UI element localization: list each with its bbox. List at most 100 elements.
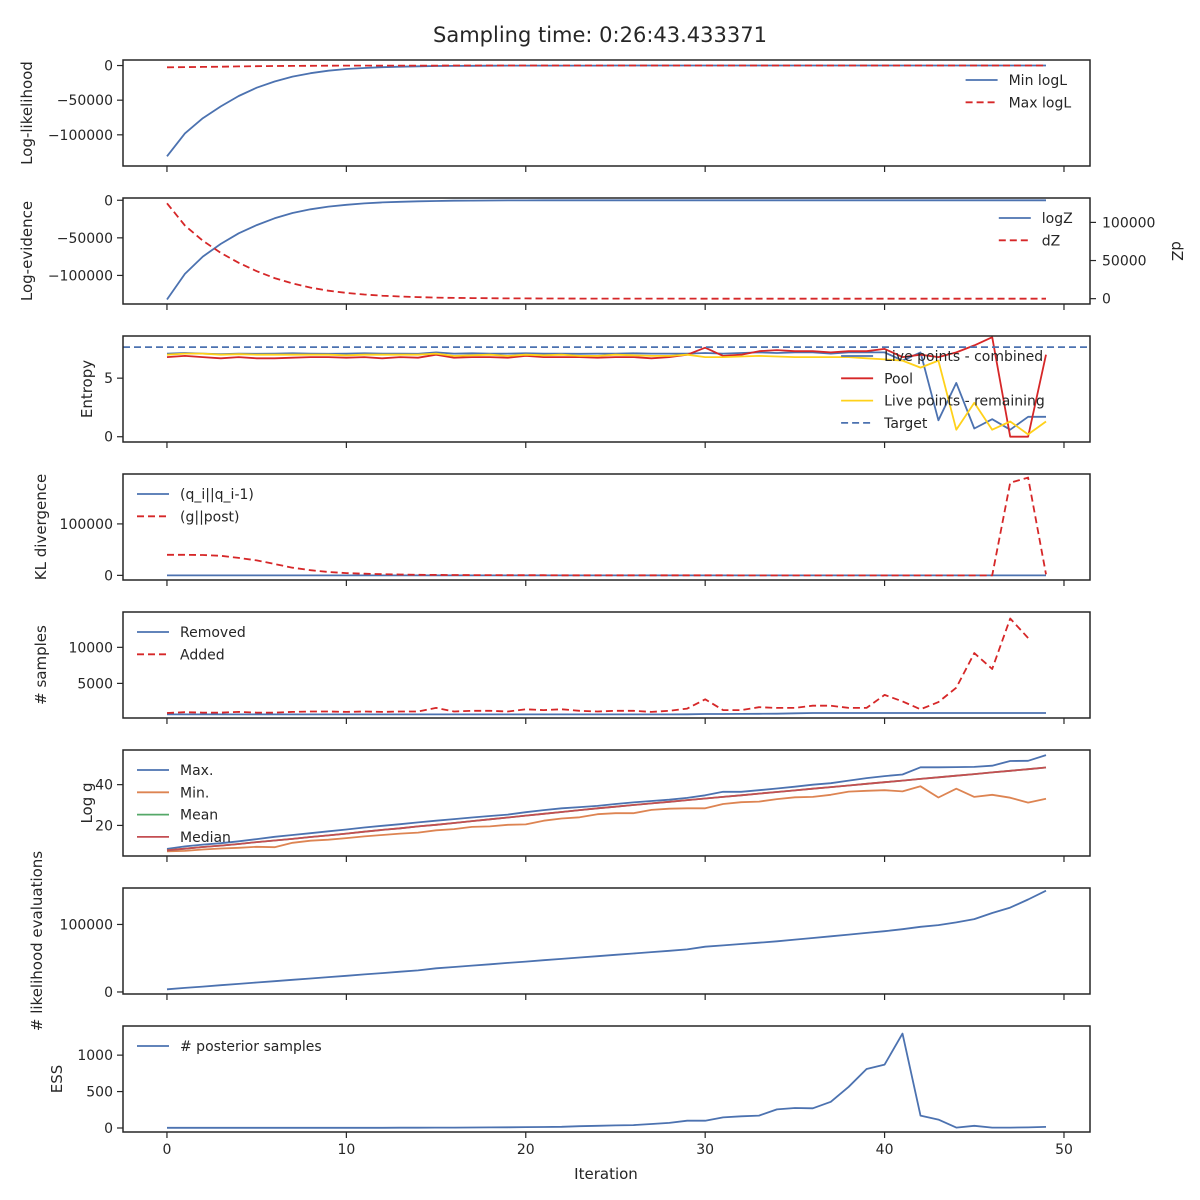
y-tick-label: 0 [104, 568, 113, 584]
x-tick-label: 50 [1055, 1142, 1073, 1158]
y-tick-label: 40 [95, 778, 113, 794]
series-line [166, 766, 1047, 852]
series-group [166, 336, 1047, 438]
panel-2: 0 −50000 −100000 0 50000 100000 dZ Log-evidence… [18, 193, 1186, 310]
legend-label: Added [180, 647, 225, 663]
y-tick-label: 5000 [77, 676, 113, 692]
legend-label: Max logL [1009, 95, 1072, 111]
figure-title: Sampling time: 0:26:43.433371 [433, 23, 767, 47]
x-tick-label: 0 [162, 1142, 171, 1158]
y-tick-label: 0 [104, 1121, 113, 1137]
y-tick-label: −100000 [48, 128, 113, 144]
axes-frame [122, 59, 1091, 167]
series-line [167, 1032, 1047, 1129]
y-tick-label: 0 [104, 985, 113, 1001]
panels-group: 0 −50000 −100000 Log-likelihood Min logL Max … [18, 59, 1186, 1158]
series-line [166, 64, 1046, 157]
y-tick-label: 5 [104, 371, 113, 387]
axes-frame [122, 749, 1091, 857]
panel-5: 5000 10000 # samples Removed Added [32, 611, 1091, 724]
axes-frame [122, 611, 1091, 719]
axes-frame [122, 887, 1091, 995]
legend-label: Live points - combined [884, 349, 1043, 365]
axes-frame [122, 473, 1091, 581]
legend-label: logZ [1042, 211, 1073, 227]
y-tick-label: 1000 [77, 1048, 113, 1064]
panel-4: 0 100000 KL divergence (q_i||q_i-1) (g||post… [32, 473, 1091, 586]
series-group [166, 617, 1046, 716]
y-tick-label: 0 [104, 59, 113, 75]
y-axis-label: # likelihood evaluations [28, 851, 46, 1031]
y-tick-label: −50000 [57, 93, 113, 109]
series-line [166, 336, 1047, 438]
series-line [166, 199, 1046, 301]
series-group [167, 476, 1047, 577]
legend-label: Removed [180, 625, 246, 641]
y-tick-label: 100000 [60, 917, 113, 933]
legend: logZ dZ [998, 211, 1073, 249]
y-axis-label: Log-likelihood [18, 61, 36, 165]
series-line [166, 351, 1046, 431]
y2-tick-label: 50000 [1102, 254, 1147, 270]
y-axis-label: ESS [48, 1065, 66, 1094]
y-tick-label: 0 [104, 430, 113, 446]
series-line [166, 785, 1047, 853]
legend-label: (g||post) [180, 509, 239, 525]
series-line [166, 64, 1046, 69]
y-tick-label: 100000 [60, 517, 113, 533]
series-line [166, 754, 1047, 850]
series-group [166, 754, 1047, 853]
y-axis-label: Log-evidence [18, 201, 36, 301]
series-line [166, 202, 1046, 300]
series-group [167, 1032, 1047, 1129]
legend: Max. Min. Mean Median [137, 763, 231, 846]
panel-1: 0 −50000 −100000 Log-likelihood Min logL Max … [18, 59, 1091, 172]
legend-label: Min. [180, 785, 209, 801]
legend: Live points - combined Pool Live points - … [841, 349, 1045, 432]
legend: Removed Added [137, 625, 246, 663]
series-line [166, 617, 1029, 714]
legend-label: Min logL [1009, 73, 1068, 89]
legend-label: Mean [180, 808, 218, 824]
x-tick-label: 10 [337, 1142, 355, 1158]
legend-label: Median [180, 830, 231, 846]
series-line [167, 712, 1046, 716]
x-axis-label: Iteration [574, 1165, 638, 1183]
x-tick-label: 20 [517, 1142, 535, 1158]
legend: # posterior samples [137, 1039, 322, 1055]
axes-frame [122, 197, 1091, 305]
y-tick-label: −100000 [48, 268, 113, 284]
legend-label: Pool [884, 371, 913, 387]
axes-frame [122, 1025, 1091, 1133]
legend: Min logL Max logL [965, 73, 1072, 111]
y-tick-label: 500 [86, 1085, 113, 1101]
y-tick-label: 10000 [68, 640, 113, 656]
x-tick-label: 30 [696, 1142, 714, 1158]
series-group [166, 889, 1047, 991]
legend-label: # posterior samples [180, 1039, 322, 1055]
y-tick-label: −50000 [57, 231, 113, 247]
series-group [166, 199, 1046, 301]
panel-7: 0 100000 # likelihood evaluations [28, 851, 1091, 1031]
legend-label: (q_i||q_i-1) [180, 487, 254, 503]
legend: (q_i||q_i-1) (g||post) [137, 487, 254, 525]
y-axis-label: # samples [32, 625, 50, 705]
x-tick-label: 40 [876, 1142, 894, 1158]
y-axis-label: KL divergence [32, 474, 50, 580]
y2-tick-label: 0 [1102, 292, 1111, 308]
legend-label: dZ [1042, 233, 1060, 249]
y2-tick-label: 100000 [1102, 215, 1155, 231]
y-axis-label: Log g [78, 782, 96, 823]
series-line [166, 352, 1047, 436]
y-tick-label: 0 [104, 193, 113, 209]
y2-axis-label: dZ [1168, 241, 1186, 261]
series-group [166, 64, 1046, 157]
legend-label: Live points - remaining [884, 394, 1045, 410]
y-axis-label: Entropy [78, 360, 96, 418]
y-tick-label: 20 [95, 818, 113, 834]
legend-label: Target [883, 416, 928, 432]
